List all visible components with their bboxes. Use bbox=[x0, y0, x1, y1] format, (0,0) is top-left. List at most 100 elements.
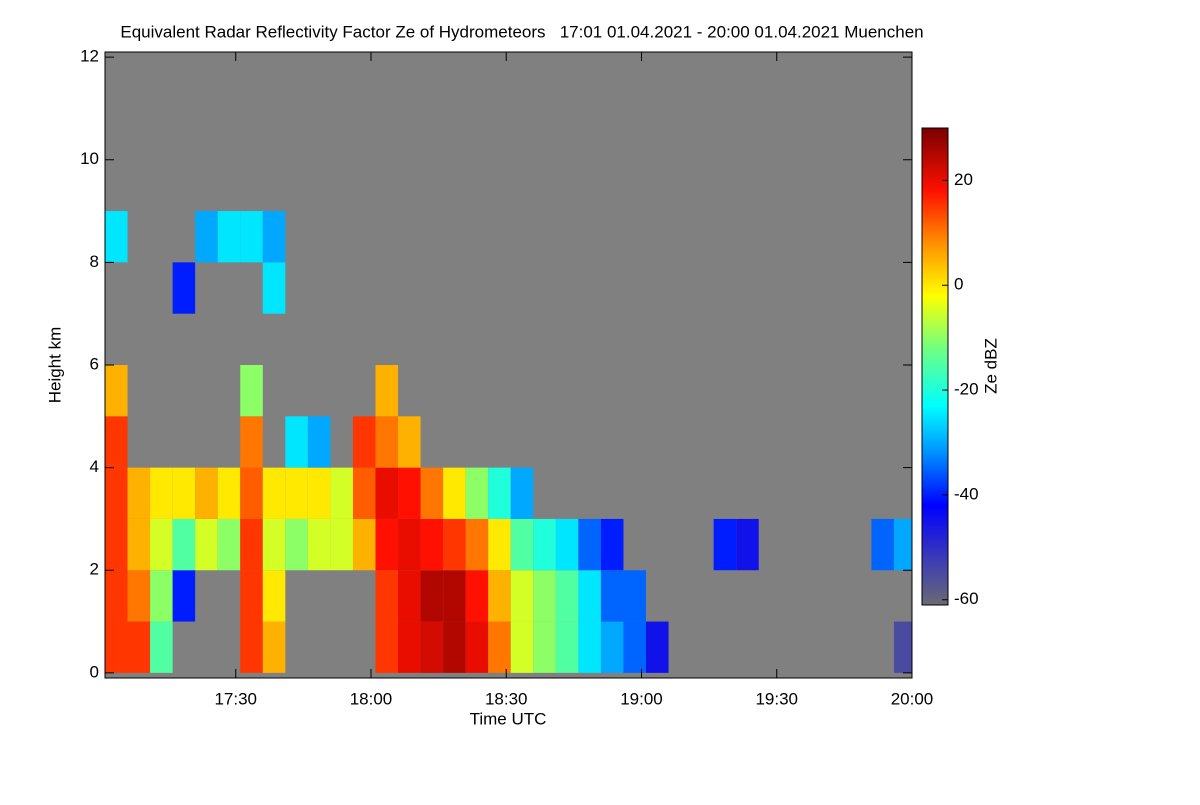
heatmap-cell bbox=[285, 416, 308, 468]
heatmap-cell bbox=[150, 570, 173, 622]
heatmap-cell bbox=[533, 621, 556, 673]
heatmap-cell bbox=[240, 570, 263, 622]
heatmap-cell bbox=[600, 518, 624, 571]
y-tick-label: 12 bbox=[80, 47, 99, 66]
heatmap-cell bbox=[443, 570, 466, 622]
heatmap-cell bbox=[307, 518, 331, 571]
heatmap-cell bbox=[488, 467, 511, 519]
heatmap-cell bbox=[623, 570, 647, 622]
heatmap-cell bbox=[262, 211, 286, 263]
heatmap-cell bbox=[578, 518, 601, 571]
heatmap-cell bbox=[195, 211, 218, 263]
colorbar-tick-label: 20 bbox=[954, 170, 973, 189]
heatmap-cell bbox=[105, 467, 128, 519]
heatmap-cell bbox=[262, 262, 286, 314]
heatmap-cell bbox=[736, 518, 759, 571]
heatmap-cell bbox=[262, 570, 286, 622]
heatmap-cell bbox=[600, 621, 624, 673]
colorbar-tick-label: -60 bbox=[954, 589, 979, 608]
heatmap-cell bbox=[105, 621, 128, 673]
heatmap-cell bbox=[172, 518, 196, 571]
colorbar-tick-label: -20 bbox=[954, 380, 979, 399]
heatmap-cell bbox=[375, 365, 399, 417]
heatmap-cell bbox=[510, 518, 534, 571]
heatmap-cell bbox=[195, 518, 218, 571]
heatmap-cell bbox=[893, 518, 912, 571]
heatmap-cell bbox=[375, 570, 399, 622]
heatmap-cell bbox=[127, 467, 151, 519]
heatmap-cell bbox=[375, 621, 399, 673]
colorbar-tick-label: 0 bbox=[954, 275, 963, 294]
colorbar bbox=[921, 127, 949, 606]
heatmap-cell bbox=[240, 621, 263, 673]
colorbar-label: Ze dBZ bbox=[981, 338, 1000, 394]
heatmap-cell bbox=[893, 621, 912, 673]
heatmap-cell bbox=[465, 518, 489, 571]
heatmap-cell bbox=[600, 570, 624, 622]
plot-area bbox=[105, 52, 912, 678]
heatmap-cell bbox=[127, 518, 151, 571]
heatmap-cell bbox=[240, 416, 263, 468]
heatmap-cell bbox=[217, 211, 241, 263]
x-tick-label: 19:30 bbox=[755, 689, 798, 708]
heatmap-cell bbox=[375, 518, 399, 571]
heatmap-cell bbox=[398, 518, 421, 571]
heatmap-cell bbox=[510, 570, 534, 622]
heatmap-cell bbox=[465, 570, 489, 622]
heatmap-cell bbox=[398, 416, 421, 468]
heatmap-cell bbox=[172, 570, 196, 622]
x-tick-label: 18:00 bbox=[350, 689, 393, 708]
heatmap-cell bbox=[871, 518, 894, 571]
heatmap-cell bbox=[375, 416, 399, 468]
heatmap-cell bbox=[172, 262, 196, 314]
heatmap-cell bbox=[398, 570, 421, 622]
heatmap-cell bbox=[217, 467, 241, 519]
heatmap-cell bbox=[172, 467, 196, 519]
x-tick-label: 18:30 bbox=[485, 689, 528, 708]
heatmap-cell bbox=[555, 570, 579, 622]
heatmap-cell bbox=[510, 621, 534, 673]
heatmap-cell bbox=[352, 518, 376, 571]
heatmap-cell bbox=[262, 467, 286, 519]
heatmap-cell bbox=[307, 416, 331, 468]
heatmap-cell bbox=[105, 365, 128, 417]
heatmap-cell bbox=[352, 467, 376, 519]
heatmap-cell bbox=[150, 518, 173, 571]
y-tick-label: 2 bbox=[90, 560, 99, 579]
heatmap-cell bbox=[217, 518, 241, 571]
x-tick-label: 17:30 bbox=[214, 689, 257, 708]
heatmap-cell bbox=[240, 211, 263, 263]
heatmap-cell bbox=[330, 467, 353, 519]
heatmap-cell bbox=[150, 621, 173, 673]
heatmap-cell bbox=[646, 621, 669, 673]
heatmap-cell bbox=[240, 365, 263, 417]
heatmap-cell bbox=[420, 570, 444, 622]
heatmap-cell bbox=[105, 416, 128, 468]
heatmap-cell bbox=[105, 570, 128, 622]
heatmap-cell bbox=[127, 621, 151, 673]
heatmap-cell bbox=[398, 467, 421, 519]
heatmap-cell bbox=[443, 518, 466, 571]
chart-title: Equivalent Radar Reflectivity Factor Ze … bbox=[120, 22, 923, 41]
heatmap-cell bbox=[375, 467, 399, 519]
y-tick-label: 0 bbox=[90, 662, 99, 681]
heatmap-cell bbox=[195, 467, 218, 519]
heatmap-cell bbox=[443, 467, 466, 519]
heatmap-cell bbox=[420, 621, 444, 673]
heatmap-cell bbox=[420, 518, 444, 571]
heatmap-cell bbox=[262, 518, 286, 571]
y-tick-label: 4 bbox=[90, 457, 99, 476]
heatmap-cell bbox=[578, 570, 601, 622]
heatmap-cell bbox=[240, 467, 263, 519]
heatmap-cell bbox=[285, 518, 308, 571]
y-tick-label: 8 bbox=[90, 252, 99, 271]
heatmap-cell bbox=[105, 211, 128, 263]
heatmap-cell bbox=[465, 467, 489, 519]
heatmap-cell bbox=[488, 518, 511, 571]
heatmap-cell bbox=[262, 621, 286, 673]
heatmap-cell bbox=[150, 467, 173, 519]
y-tick-label: 6 bbox=[90, 354, 99, 373]
y-tick-label: 10 bbox=[80, 149, 99, 168]
